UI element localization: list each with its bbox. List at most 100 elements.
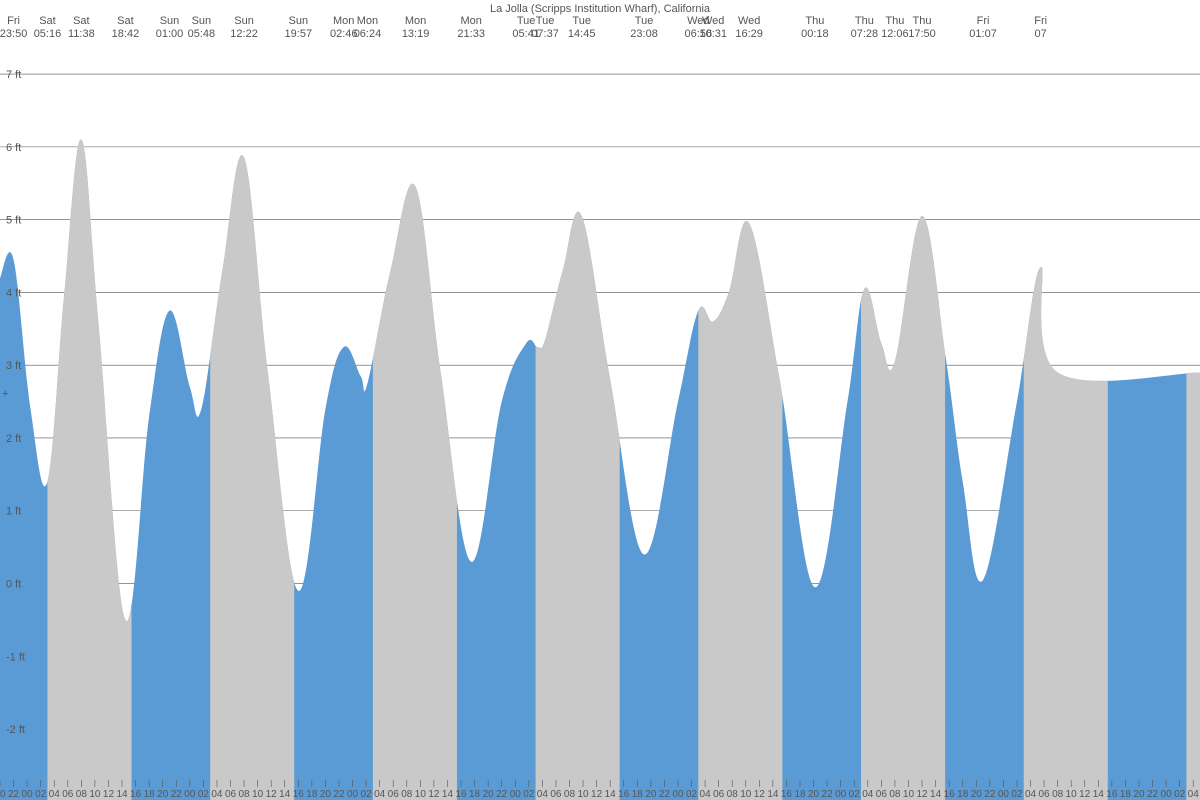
x-tick-label: 10 xyxy=(1066,789,1078,800)
top-tick-day: Sat xyxy=(73,15,90,27)
top-tick-day: Mon xyxy=(460,15,481,27)
x-tick-label: 04 xyxy=(211,789,223,800)
x-tick-label: 12 xyxy=(266,789,278,800)
x-tick-label: 08 xyxy=(1052,789,1064,800)
x-tick-label: 06 xyxy=(876,789,888,800)
top-tick-time: 18:42 xyxy=(112,28,140,40)
x-tick-label: 22 xyxy=(822,789,834,800)
x-tick-label: 10 xyxy=(903,789,915,800)
top-tick-day: Sun xyxy=(289,15,309,27)
x-tick-label: 16 xyxy=(293,789,305,800)
x-tick-label: 08 xyxy=(564,789,576,800)
x-tick-label: 16 xyxy=(1106,789,1118,800)
x-tick-label: 16 xyxy=(130,789,142,800)
top-tick-time: 06:24 xyxy=(354,28,382,40)
x-tick-label: 02 xyxy=(849,789,861,800)
x-tick-label: 18 xyxy=(144,789,156,800)
y-tick-label: 6 ft xyxy=(6,142,21,154)
x-tick-label: 20 xyxy=(808,789,820,800)
x-tick-label: 02 xyxy=(686,789,698,800)
top-tick-day: Tue xyxy=(536,15,555,27)
x-tick-label: 10 xyxy=(577,789,589,800)
top-tick-day: Tue xyxy=(517,15,536,27)
x-tick-label: 02 xyxy=(1011,789,1023,800)
x-tick-label: 22 xyxy=(333,789,345,800)
x-tick-label: 00 xyxy=(998,789,1010,800)
x-tick-label: 22 xyxy=(496,789,508,800)
top-tick-time: 00:18 xyxy=(801,28,829,40)
top-tick-day: Sun xyxy=(160,15,180,27)
x-tick-label: 18 xyxy=(632,789,644,800)
top-tick-day: Thu xyxy=(855,15,874,27)
top-tick-time: 11:38 xyxy=(68,28,95,40)
x-tick-label: 12 xyxy=(754,789,766,800)
top-tick-time: 01:00 xyxy=(156,28,184,40)
x-tick-label: 22 xyxy=(984,789,996,800)
y-tick-label: 0 ft xyxy=(6,579,21,591)
top-tick-day: Mon xyxy=(405,15,426,27)
x-tick-label: 12 xyxy=(916,789,928,800)
x-tick-label: 20 xyxy=(157,789,169,800)
y-plus-marker: + xyxy=(2,388,8,400)
x-tick-label: 04 xyxy=(49,789,61,800)
top-tick-time: 14:45 xyxy=(568,28,596,40)
top-tick-time: 01:07 xyxy=(969,28,997,40)
top-tick-time: 07 xyxy=(1035,28,1047,40)
chart-title-text: La Jolla (Scripps Institution Wharf), Ca… xyxy=(490,3,711,15)
x-tick-label: 16 xyxy=(455,789,467,800)
x-tick-label: 16 xyxy=(781,789,793,800)
x-tick-label: 14 xyxy=(605,789,617,800)
x-tick-label: 14 xyxy=(767,789,779,800)
top-tick-day: Wed xyxy=(738,15,760,27)
top-tick-time: 21:33 xyxy=(457,28,485,40)
x-tick-label: 12 xyxy=(591,789,603,800)
x-tick-label: 00 xyxy=(22,789,34,800)
x-tick-label: 12 xyxy=(103,789,115,800)
y-tick-label: 1 ft xyxy=(6,506,21,518)
x-tick-label: 04 xyxy=(862,789,874,800)
x-tick-label: 06 xyxy=(550,789,562,800)
x-tick-label: 04 xyxy=(374,789,386,800)
x-tick-label: 02 xyxy=(361,789,373,800)
x-tick-label: 06 xyxy=(388,789,400,800)
top-tick-time: 07:37 xyxy=(531,28,559,40)
top-tick-day: Sun xyxy=(192,15,212,27)
top-tick-day: Thu xyxy=(885,15,904,27)
top-tick-time: 12:06 xyxy=(881,28,909,40)
x-tick-label: 00 xyxy=(510,789,522,800)
x-tick-label: 04 xyxy=(1025,789,1037,800)
top-tick-time: 23:08 xyxy=(630,28,658,40)
top-tick-day: Thu xyxy=(805,15,824,27)
top-tick-time: 23:50 xyxy=(0,28,27,40)
x-tick-label: 20 xyxy=(320,789,332,800)
x-tick-label: 20 xyxy=(645,789,657,800)
x-tick-label: 18 xyxy=(794,789,806,800)
x-tick-label: 00 xyxy=(184,789,196,800)
x-tick-label: 16 xyxy=(944,789,956,800)
x-tick-label: 18 xyxy=(1120,789,1132,800)
x-tick-label: 02 xyxy=(1174,789,1186,800)
x-tick-label: 12 xyxy=(1079,789,1091,800)
x-tick-label: 02 xyxy=(35,789,47,800)
x-tick-label: 22 xyxy=(659,789,671,800)
x-tick-label: 06 xyxy=(62,789,74,800)
x-tick-label: 00 xyxy=(835,789,847,800)
tide-chart: -2 ft-1 ft0 ft1 ft2 ft3 ft4 ft5 ft6 ft7 … xyxy=(0,0,1200,800)
x-tick-label: 06 xyxy=(225,789,237,800)
x-tick-label: 14 xyxy=(1093,789,1105,800)
x-tick-label: 18 xyxy=(306,789,318,800)
x-tick-label: 14 xyxy=(930,789,942,800)
x-tick-label: 22 xyxy=(171,789,183,800)
top-tick-time: 05:48 xyxy=(188,28,216,40)
top-tick-time: 19:57 xyxy=(285,28,313,40)
top-tick-time: 16:29 xyxy=(735,28,763,40)
x-tick-label: 10 xyxy=(89,789,101,800)
top-tick-day: Tue xyxy=(572,15,591,27)
x-tick-label: 20 xyxy=(971,789,983,800)
x-tick-label: 20 xyxy=(483,789,495,800)
y-tick-label: 2 ft xyxy=(6,433,21,445)
x-tick-label: 04 xyxy=(1188,789,1200,800)
x-tick-label: 18 xyxy=(957,789,969,800)
top-tick-time: 05:16 xyxy=(34,28,62,40)
x-tick-label: 08 xyxy=(401,789,413,800)
